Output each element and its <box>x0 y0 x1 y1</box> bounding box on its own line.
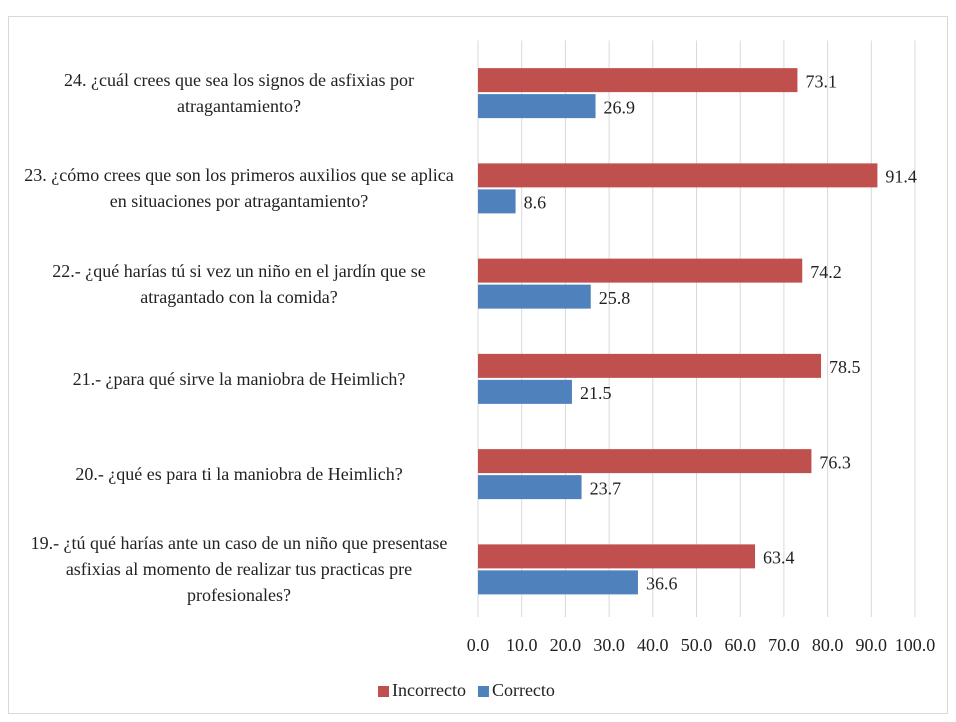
value-label: 78.5 <box>829 357 861 377</box>
bar <box>478 475 582 500</box>
x-tick-label: 20.0 <box>550 635 582 655</box>
x-tick-label: 70.0 <box>768 635 800 655</box>
category-label: 22.- ¿qué harías tú si vez un niño en el… <box>52 260 426 307</box>
value-label: 76.3 <box>819 452 851 472</box>
legend-label: Correcto <box>492 680 555 700</box>
x-tick-label: 0.0 <box>467 635 490 655</box>
value-label: 26.9 <box>604 97 636 117</box>
bar <box>478 163 878 188</box>
category-label: 19.- ¿tú qué harías ante un caso de un n… <box>30 533 448 606</box>
value-label: 23.7 <box>590 478 622 498</box>
legend-label: Incorrecto <box>392 680 466 700</box>
bar <box>478 570 638 595</box>
value-label: 21.5 <box>580 383 612 403</box>
bar <box>478 353 822 378</box>
x-tick-label: 90.0 <box>856 635 888 655</box>
bar <box>478 449 812 474</box>
category-label: 20.- ¿qué es para ti la maniobra de Heim… <box>75 464 403 485</box>
bar <box>478 544 756 569</box>
legend-swatch <box>378 686 389 697</box>
value-label: 25.8 <box>599 288 631 308</box>
value-label: 36.6 <box>646 574 678 594</box>
x-tick-label: 60.0 <box>724 635 756 655</box>
bar <box>478 94 596 119</box>
chart-border <box>8 16 948 714</box>
bar <box>478 379 572 404</box>
bar <box>478 284 591 309</box>
category-label: 23. ¿cómo crees que son los primeros aux… <box>24 165 454 212</box>
x-tick-label: 50.0 <box>681 635 713 655</box>
legend-swatch <box>477 686 489 697</box>
x-tick-label: 100.0 <box>895 635 936 655</box>
bar <box>478 258 803 283</box>
value-label: 63.4 <box>763 548 795 568</box>
bar <box>478 68 798 93</box>
value-label: 8.6 <box>524 193 547 213</box>
x-tick-label: 40.0 <box>637 635 669 655</box>
x-tick-label: 30.0 <box>593 635 625 655</box>
value-label: 91.4 <box>885 167 917 187</box>
x-tick-label: 80.0 <box>812 635 844 655</box>
category-label: 24. ¿cuál crees que sea los signos de as… <box>64 70 414 117</box>
x-tick-label: 10.0 <box>506 635 538 655</box>
value-label: 73.1 <box>805 71 837 91</box>
category-label: 21.- ¿para qué sirve la maniobra de Heim… <box>72 368 406 389</box>
value-label: 74.2 <box>810 262 842 282</box>
bar <box>478 189 516 214</box>
